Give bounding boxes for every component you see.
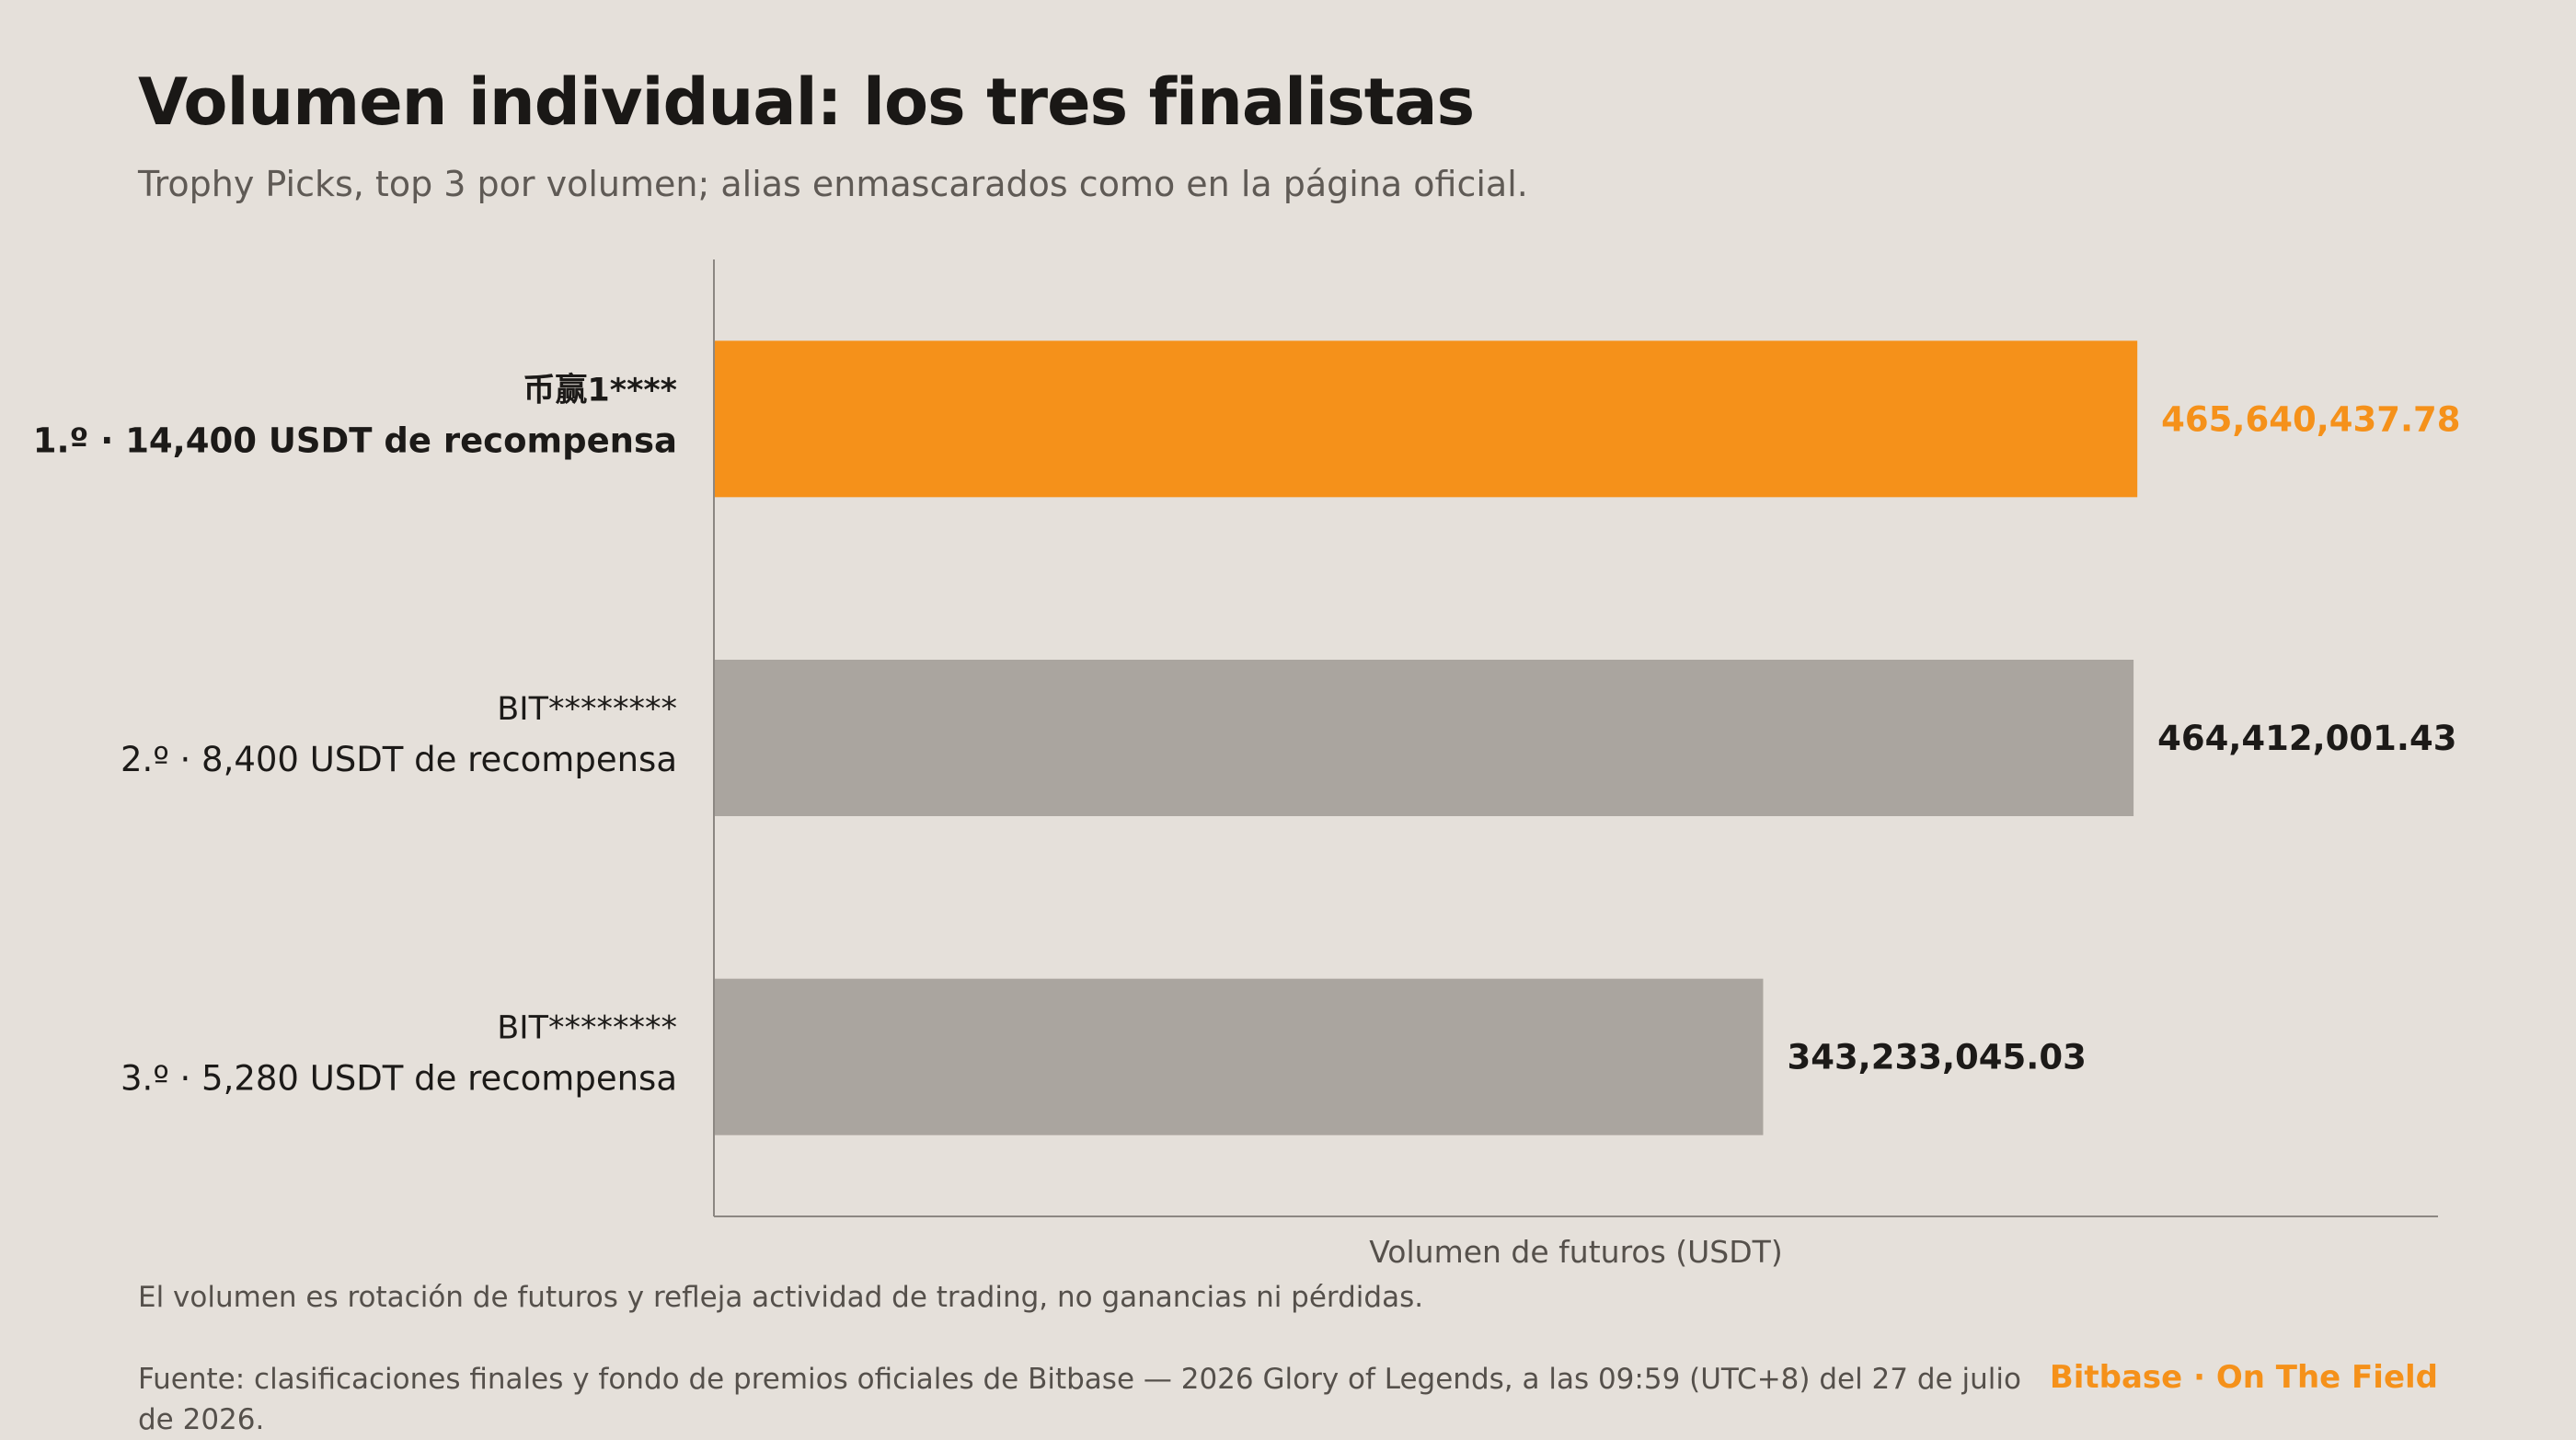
finalist-alias-1: 币赢1**** [523, 371, 677, 409]
source-note: Fuente: clasificaciones finales y fondo … [138, 1363, 2021, 1436]
reward-label-3: 3.º · 5,280 USDT de recompensa [121, 1059, 677, 1099]
volume-note: El volumen es rotación de futuros y refl… [138, 1281, 1424, 1314]
finalist-alias-3: BIT******** [497, 1010, 677, 1047]
reward-label-2: 2.º · 8,400 USDT de recompensa [121, 740, 677, 779]
x-axis-label: Volumen de futuros (USDT) [1369, 1234, 1782, 1270]
bar-2 [714, 660, 2134, 816]
bar-chart: 465,640,437.78 币赢1**** 1.º · 14,400 USDT d… [33, 259, 2461, 1270]
chart-subtitle: Trophy Picks, top 3 por volumen; alias e… [138, 164, 1528, 204]
finalist-alias-2: BIT******** [497, 691, 677, 728]
bar-1 [714, 340, 2138, 498]
bar-3 [714, 978, 1764, 1135]
brand-label: Bitbase · On The Field [2049, 1359, 2438, 1396]
value-label-3: 343,233,045.03 [1787, 1038, 2086, 1077]
chart-title: Volumen individual: los tres finalistas [138, 64, 1475, 140]
value-label-1: 465,640,437.78 [2161, 399, 2460, 439]
reward-label-1: 1.º · 14,400 USDT de recompensa [33, 420, 677, 460]
value-label-2: 464,412,001.43 [2157, 719, 2456, 758]
